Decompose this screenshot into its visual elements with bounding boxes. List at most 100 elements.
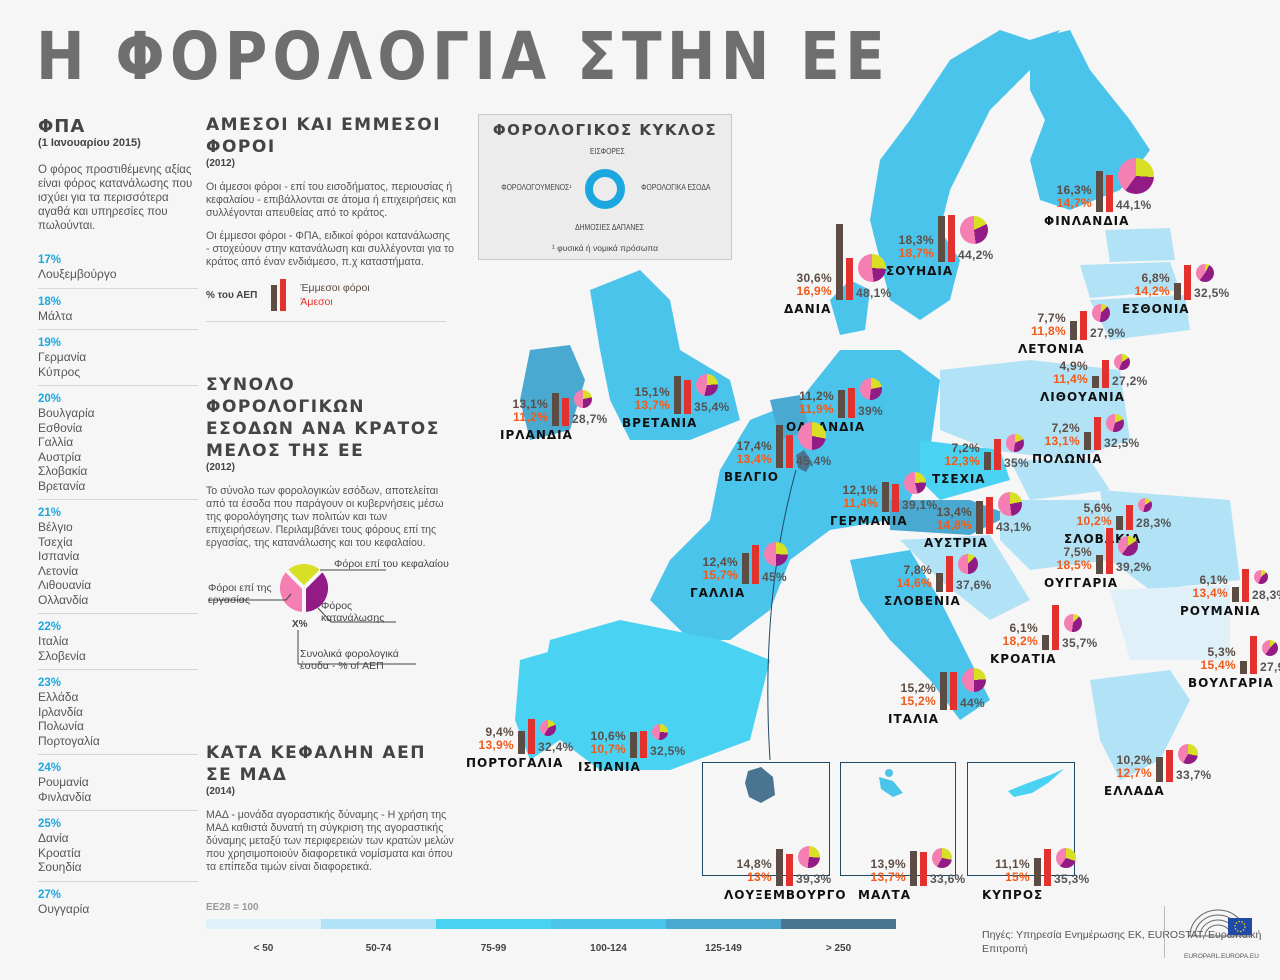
europarl-logo[interactable]: EUROPARL.EUROPA.EU xyxy=(1184,904,1259,960)
indirect-tax-bar xyxy=(1096,555,1103,574)
tax-values: 7,2% 13,1% xyxy=(1018,422,1080,448)
direct-tax-value: 15,7% xyxy=(702,568,738,582)
country-uk: 15,1% 13,7% 35,4% ΒΡΕΤΑΝΙΑ xyxy=(608,336,768,446)
tax-values: 10,6% 10,7% xyxy=(564,730,626,756)
indirect-tax-bar xyxy=(742,553,749,584)
country-finland: 16,3% 14,7% 44,1% ΦΙΝΛΑΝΔΙΑ xyxy=(1030,134,1190,244)
direct-tax-value: 13,1% xyxy=(1044,434,1080,448)
pie-label-total: Συνολικά φορολογικά έσοδα - % of ΑΕΠ xyxy=(300,648,399,672)
total-tax-value: 39,1% xyxy=(902,498,938,512)
vat-country: Βέλγιο xyxy=(38,520,73,534)
total-tax-value: 32,4% xyxy=(538,740,574,754)
tax-composition-pie xyxy=(860,378,882,400)
direct-tax-value: 16,9% xyxy=(796,284,832,298)
tax-composition-pie xyxy=(1064,614,1082,632)
scale-label: 100-124 xyxy=(590,943,627,954)
indirect-tax-bar xyxy=(936,572,943,592)
gdp-section: ΚΑΤΑ ΚΕΦΑΛΗΝ ΑΕΠ ΣΕ ΜΑΔ (2014) ΜΑΔ - μον… xyxy=(206,742,456,884)
bar-legend-icon xyxy=(271,279,287,311)
direct-tax-bar xyxy=(1242,568,1249,602)
country-name: ΜΑΛΤΑ xyxy=(858,888,911,902)
total-tax-value: 33,6% xyxy=(930,872,966,886)
tax-values: 7,7% 11,8% xyxy=(1004,312,1066,338)
vat-country: Εσθονία xyxy=(38,420,83,435)
vat-rate: 23% xyxy=(38,677,62,689)
indirect-tax-value: 13,9% xyxy=(870,857,906,871)
country-lithuania: 4,9% 11,4% 27,2% ΛΙΘΟΥΑΝΙΑ xyxy=(1026,310,1186,420)
indirect-tax-value: 6,1% xyxy=(1009,621,1038,635)
tax-composition-pie xyxy=(1254,570,1268,584)
indirect-tax-description: Οι έμμεσοι φόροι - ΦΠΑ, ειδικοί φόροι κα… xyxy=(206,230,454,268)
pie-label-capital: Φόροι επί του κεφαλαίου xyxy=(334,558,449,570)
total-tax-value: 28,3% xyxy=(1136,516,1172,530)
indirect-tax-bar xyxy=(1070,320,1077,340)
cycle-top: ΕΙΣΦΟΡΕΣ xyxy=(590,147,625,156)
total-tax-value: 35% xyxy=(1004,456,1029,470)
direct-tax-value: 11,9% xyxy=(799,402,834,416)
direct-tax-bar xyxy=(1184,264,1191,300)
vat-group: 22% Ιταλία Σλοβενία xyxy=(38,614,198,670)
tax-composition-pie xyxy=(1114,354,1130,370)
direct-tax-value: 18,5% xyxy=(1056,558,1092,572)
cycle-heading: ΦΟΡΟΛΟΓΙΚΟΣ ΚΥΚΛΟΣ xyxy=(492,121,718,139)
vat-country: Γαλλία xyxy=(38,435,74,449)
pie-label-consumption: Φόρος κατανάλωσης xyxy=(321,600,385,624)
vat-rate: 27% xyxy=(38,888,62,901)
cyprus-shape xyxy=(1008,769,1064,797)
indirect-tax-value: 12,4% xyxy=(702,555,738,569)
direct-indirect-section: ΑΜΕΣΟΙ ΚΑΙ ΕΜΜΕΣΟΙ ΦΟΡΟΙ (2012) Οι άμεσο… xyxy=(206,114,456,322)
tax-values: 5,3% 15,4% xyxy=(1174,646,1236,672)
tax-composition-pie xyxy=(652,724,668,740)
indirect-tax-bar xyxy=(910,851,917,886)
total-tax-value: 44,2% xyxy=(958,248,994,262)
total-tax-value: 35,7% xyxy=(1062,636,1098,650)
indirect-tax-value: 18,3% xyxy=(898,233,934,247)
indirect-tax-bar xyxy=(836,223,843,300)
tax-values: 17,4% 13,4% xyxy=(710,440,772,466)
tax-composition-pie xyxy=(1178,744,1198,764)
indirect-tax-bar xyxy=(940,672,947,710)
indirect-tax-bar xyxy=(1042,634,1049,650)
gdp-description: ΜΑΔ - μονάδα αγοραστικής δύναμης - Η χρή… xyxy=(206,809,454,873)
indirect-tax-value: 30,6% xyxy=(796,271,832,285)
country-name: ΣΛΟΒΕΝΙΑ xyxy=(884,594,961,608)
total-tax-value: 33,7% xyxy=(1176,768,1212,782)
tax-values: 12,4% 15,7% xyxy=(676,556,738,582)
cycle-left: ΦΟΡΟΛΟΓΟΥΜΕΝΟΣ¹ xyxy=(501,183,572,192)
vat-country: Πορτογαλία xyxy=(38,733,100,748)
gdp-heading: ΚΑΤΑ ΚΕΦΑΛΗΝ ΑΕΠ ΣΕ ΜΑΔ xyxy=(206,743,426,785)
country-name: ΙΤΑΛΙΑ xyxy=(888,712,939,726)
country-name: ΑΥΣΤΡΙΑ xyxy=(924,536,988,550)
europarl-url[interactable]: EUROPARL.EUROPA.EU xyxy=(1184,953,1259,960)
total-revenue-section: ΣΥΝΟΛΟ ΦΟΡΟΛΟΓΙΚΩΝ ΕΣΟΔΩΝ ΑΝΑ ΚΡΑΤΟΣ ΜΕΛ… xyxy=(206,374,456,672)
gdp-scale-legend: ΕΕ28 = 100 < 50 50-74 75-99 100-124 125-149 >… xyxy=(206,902,896,954)
country-name: ΠΟΡΤΟΓΑΛΙΑ xyxy=(466,756,564,770)
indirect-tax-bar xyxy=(1232,586,1239,602)
tax-composition-pie xyxy=(1006,434,1024,452)
vat-rate: 24% xyxy=(38,762,62,774)
tax-composition-pie xyxy=(696,374,718,396)
vat-country: Δανία xyxy=(38,831,69,845)
tax-values: 12,1% 11,4% xyxy=(816,484,878,510)
total-tax-value: 39,3% xyxy=(796,872,832,886)
tax-values: 14,8% 13% xyxy=(710,858,772,884)
indirect-tax-value: 4,9% xyxy=(1059,359,1088,373)
total-tax-value: 35,4% xyxy=(694,400,730,414)
direct-tax-bar xyxy=(640,731,647,758)
direct-tax-bar xyxy=(1052,604,1059,650)
indirect-tax-bar xyxy=(518,730,525,754)
tax-composition-pie xyxy=(958,554,978,574)
direct-tax-value: 11,8% xyxy=(1031,324,1066,338)
direct-tax-value: 14,2% xyxy=(1134,284,1170,298)
vat-rate: 17% xyxy=(38,254,62,266)
scale-label: 125-149 xyxy=(705,943,742,954)
tax-composition-pie xyxy=(540,720,556,736)
indirect-tax-value: 15,1% xyxy=(634,385,670,399)
country-name: ΛΟΥΞΕΜΒΟΥΡΓΟ xyxy=(724,888,847,902)
vat-country: Ρουμανία xyxy=(38,775,89,789)
scale-swatch xyxy=(666,919,781,929)
country-netherlands: 11,2% 11,9% 39% ΟΛΛΑΝΔΙΑ xyxy=(772,340,932,450)
direct-tax-value: 13,9% xyxy=(478,738,514,752)
vat-rate: 19% xyxy=(38,337,62,349)
vat-country: Ισπανία xyxy=(38,549,80,563)
